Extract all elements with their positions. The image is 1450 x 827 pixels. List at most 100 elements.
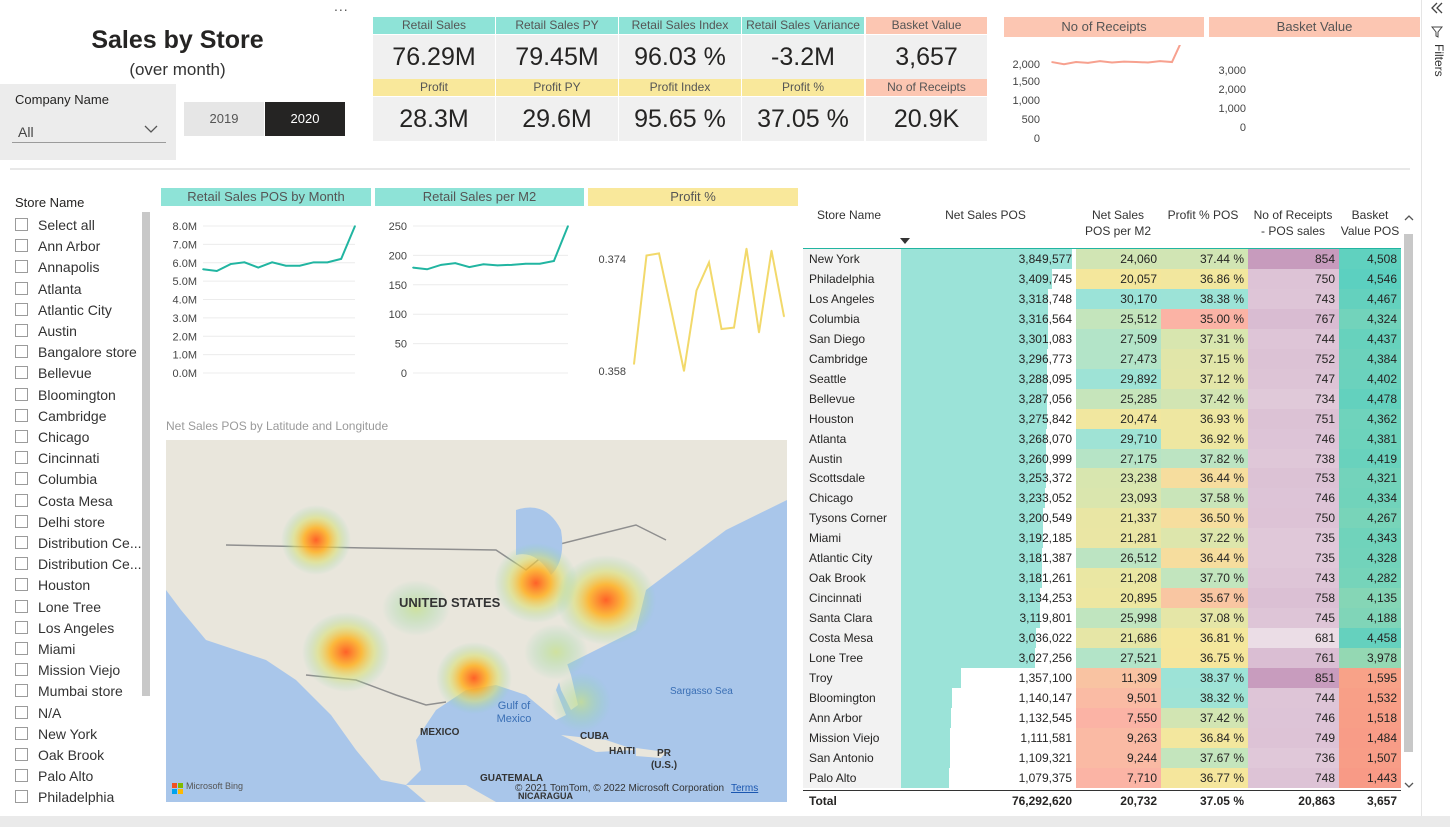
table-row[interactable]: Bloomington 1,140,147 9,501 38.32 % 744 1,532 [803,687,1401,708]
data-point[interactable] [745,247,748,250]
store-slicer-item[interactable]: Mission Viejo [15,662,120,683]
checkbox-icon[interactable] [15,599,28,613]
checkbox-icon[interactable] [15,514,28,528]
retail-sales-m2-chart[interactable]: 250 200 150 100 50 0 [375,215,584,385]
filter-icon[interactable] [1431,26,1443,38]
retail-sales-month-chart[interactable]: 8.0M 7.0M 6.0M 5.0M 4.0M 3.0M 2.0M 1.0M 0.0M [161,215,371,385]
table-row[interactable]: Oak Brook 3,181,261 21,208 37.70 % 743 4,282 [803,568,1401,589]
data-point[interactable] [482,263,485,266]
store-slicer-item[interactable]: Bellevue [15,365,92,386]
checkbox-icon[interactable] [15,705,28,719]
store-slicer-item[interactable]: Select all [15,217,95,238]
table-row[interactable]: Palo Alto 1,079,375 7,710 36.77 % 748 1,443 [803,767,1401,788]
data-point[interactable] [1147,61,1149,64]
checkbox-icon[interactable] [15,324,28,337]
store-slicer-item[interactable]: New York [15,726,97,747]
data-point[interactable] [312,261,315,264]
table-row[interactable]: Lone Tree 3,027,256 27,521 36.75 % 761 3,978 [803,648,1401,668]
store-slicer-item[interactable]: Columbia [15,471,97,492]
store-slicer-item[interactable]: Oak Brook [15,747,104,768]
map-terms-link[interactable]: Terms [731,783,759,794]
col-header-basket[interactable]: Basket Value POS [1340,208,1400,238]
store-slicer-item[interactable]: Mumbai store [15,683,123,704]
data-point[interactable] [440,264,442,266]
col-header-net-sales[interactable]: Net Sales POS [945,208,1026,222]
data-point[interactable] [733,326,735,329]
data-point[interactable] [1063,63,1065,66]
data-point[interactable] [1075,61,1077,63]
data-point[interactable] [257,266,260,269]
checkbox-icon[interactable] [15,790,28,804]
table-row[interactable]: Cambridge 3,296,773 27,473 37.15 % 752 4,384 [803,348,1401,369]
table-row[interactable]: San Antonio 1,109,321 9,244 37.67 % 736 1,507 [803,747,1401,768]
col-header-net-sales-m2[interactable]: Net Sales POS per M2 [1084,208,1152,238]
checkbox-icon[interactable] [15,302,28,316]
table-row[interactable]: Scottsdale 3,253,372 23,238 36.44 % 753 4,321 [803,468,1401,489]
store-slicer-item[interactable]: Lone Tree [15,599,101,620]
checkbox-icon[interactable] [15,769,28,783]
data-point[interactable] [645,254,648,257]
table-row[interactable]: Bellevue 3,287,056 25,285 37.42 % 734 4,478 [803,388,1401,409]
data-point[interactable] [683,370,685,372]
store-slicer-item[interactable]: Atlantic City [15,302,112,323]
data-point[interactable] [298,264,301,267]
table-row[interactable]: Atlanta 3,268,070 29,710 36.92 % 746 4,381 [803,428,1401,449]
checkbox-icon[interactable] [15,281,28,295]
data-point[interactable] [783,315,785,318]
store-slicer-item[interactable]: Chicago [15,429,89,450]
series-line[interactable] [1051,45,1184,66]
data-point[interactable] [633,363,635,365]
data-point[interactable] [326,261,329,264]
data-point[interactable] [354,225,356,227]
scroll-down-icon[interactable] [1404,780,1414,790]
table-row[interactable]: Santa Clara 3,119,801 25,998 37.08 % 745 4,18… [803,608,1401,629]
table-row[interactable]: Austin 3,260,999 27,175 37.82 % 738 4,419 [803,448,1401,469]
table-row[interactable]: Costa Mesa 3,036,022 21,686 36.81 % 681 4,458 [803,628,1401,649]
data-point[interactable] [426,268,428,271]
table-row[interactable]: Mission Viejo 1,111,581 9,263 36.84 % 749 1,4… [803,727,1401,748]
company-dropdown-value[interactable]: All [18,124,34,140]
data-point[interactable] [468,266,471,268]
series-line[interactable] [412,225,569,271]
scroll-up-icon[interactable] [1404,213,1414,223]
data-point[interactable] [285,264,287,267]
store-slicer-item[interactable]: Ann Arbor [15,238,100,259]
checkbox-icon[interactable] [15,726,28,740]
data-point[interactable] [1111,61,1113,64]
data-point[interactable] [670,310,673,313]
store-slicer-item[interactable]: Cincinnati [15,450,99,471]
data-point[interactable] [1123,60,1125,63]
data-point[interactable] [412,266,414,269]
store-slicer-item[interactable]: Cambridge [15,408,106,429]
table-scrollbar[interactable] [1404,234,1413,752]
data-point[interactable] [510,264,513,266]
sort-desc-icon[interactable] [900,238,910,244]
checkbox-icon[interactable] [15,748,28,761]
checkbox-icon[interactable] [15,663,28,677]
checkbox-icon[interactable] [15,387,28,401]
store-slicer-item[interactable]: Delhi store [15,514,105,535]
data-point[interactable] [720,328,723,330]
table-row[interactable]: Houston 3,275,842 20,474 36.93 % 751 4,362 [803,408,1401,429]
store-slicer-scrollbar[interactable] [142,212,150,696]
table-row[interactable]: New York 3,849,577 24,060 37.44 % 854 4,508 [803,249,1401,269]
store-slicer-item[interactable]: Los Angeles [15,620,114,641]
data-point[interactable] [553,260,555,262]
checkbox-icon[interactable] [15,493,28,507]
table-row[interactable]: Atlantic City 3,181,387 26,512 36.44 % 735 4,… [803,548,1401,569]
data-point[interactable] [1051,61,1053,63]
year-button-2020[interactable]: 2020 [265,102,345,136]
store-slicer-item[interactable]: Austin [15,323,77,344]
store-slicer-item[interactable]: Distribution Ce... [15,556,141,577]
basket-line-chart[interactable] [1255,45,1405,130]
table-row[interactable]: Columbia 3,316,564 25,512 35.00 % 767 4,324 [803,308,1401,329]
store-slicer-item[interactable]: Palo Alto [15,768,93,789]
data-point[interactable] [496,264,499,267]
series-line[interactable] [633,248,785,372]
table-row[interactable]: Cincinnati 3,134,253 20,895 35.67 % 758 4,135 [803,588,1401,609]
data-point[interactable] [1159,60,1161,62]
data-point[interactable] [695,289,698,292]
checkbox-icon[interactable] [15,642,28,655]
table-row[interactable]: Los Angeles 3,318,748 30,170 38.38 % 743 4,46… [803,288,1401,309]
data-point[interactable] [1171,61,1173,63]
